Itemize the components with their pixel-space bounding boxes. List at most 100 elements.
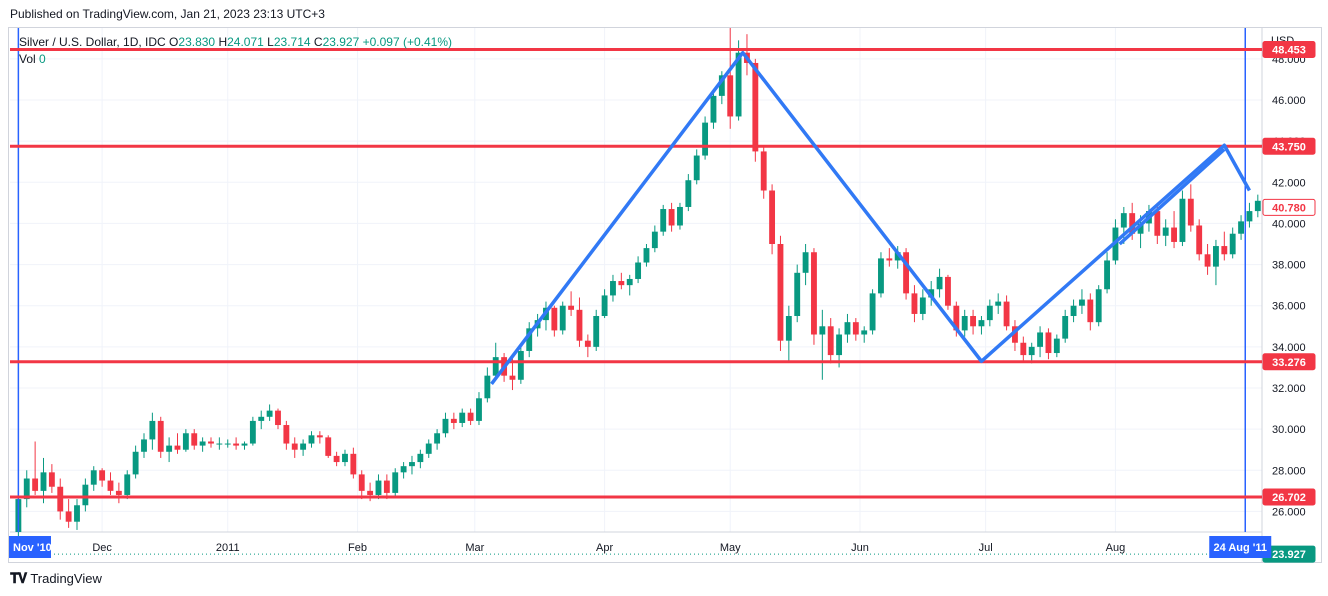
candle-body bbox=[316, 435, 323, 438]
candle-body bbox=[836, 334, 843, 356]
candle-body bbox=[1037, 332, 1044, 347]
candle-body bbox=[124, 474, 131, 495]
time-tick-label: Apr bbox=[596, 542, 613, 554]
candle-body bbox=[861, 330, 868, 335]
candle-body bbox=[74, 505, 80, 522]
candle-body bbox=[300, 443, 307, 450]
candle-body bbox=[442, 418, 449, 434]
candle-body bbox=[794, 272, 801, 316]
published-note: Published on TradingView.com, Jan 21, 20… bbox=[10, 7, 325, 21]
candle-body bbox=[249, 420, 256, 444]
candle-body bbox=[978, 320, 985, 327]
level-price-tag: 48.453 bbox=[1272, 45, 1306, 57]
candle-body bbox=[1053, 338, 1060, 354]
candle-body bbox=[1229, 233, 1236, 255]
low-value: 23.714 bbox=[273, 35, 311, 49]
candle-body bbox=[509, 375, 516, 380]
range-end-badge-bg bbox=[1209, 536, 1272, 558]
candle-body bbox=[693, 155, 700, 181]
pattern-trend-line bbox=[490, 50, 1251, 385]
candle-body bbox=[844, 322, 851, 335]
low-label: L bbox=[267, 35, 274, 49]
candle-body bbox=[32, 478, 39, 491]
candle-body bbox=[559, 305, 566, 331]
candle-body bbox=[903, 252, 910, 294]
candle-body bbox=[208, 441, 214, 444]
level-price-tag-bg bbox=[1262, 353, 1316, 371]
candle-body bbox=[241, 443, 248, 446]
candle-body bbox=[584, 340, 591, 347]
price-tick-label: 34.000 bbox=[1272, 342, 1306, 354]
range-start-badge: Nov '10 bbox=[13, 542, 52, 554]
candle-body bbox=[1238, 221, 1244, 234]
tradingview-logo-icon: 𝐓𝐕 bbox=[10, 570, 27, 586]
candle-body bbox=[258, 416, 265, 421]
level-price-tag: 33.276 bbox=[1272, 357, 1306, 369]
candle-body bbox=[710, 95, 717, 123]
candle-body bbox=[1154, 211, 1161, 236]
candle-body bbox=[1120, 213, 1127, 228]
candle-body bbox=[383, 480, 390, 493]
candle-body bbox=[945, 276, 951, 306]
candle-body bbox=[760, 151, 767, 191]
candle-body bbox=[82, 484, 89, 506]
candle-body bbox=[827, 326, 834, 356]
candle-body bbox=[1104, 260, 1111, 290]
candle-body bbox=[157, 420, 164, 452]
candle-body bbox=[769, 190, 776, 244]
candle-body bbox=[141, 439, 147, 452]
candle-body bbox=[811, 252, 817, 335]
candle-body bbox=[400, 466, 407, 473]
candle-body bbox=[283, 425, 290, 444]
high-label: H bbox=[218, 35, 228, 49]
tradingview-logo-text: TradingView bbox=[30, 571, 102, 586]
candle-body bbox=[819, 326, 826, 335]
candle-body bbox=[593, 316, 600, 347]
candle-body bbox=[1062, 316, 1069, 339]
candle-body bbox=[40, 472, 47, 491]
candle-body bbox=[551, 307, 558, 331]
candle-body bbox=[802, 252, 809, 273]
candle-body bbox=[484, 375, 491, 399]
candle-body bbox=[702, 122, 709, 156]
high-value: 24.071 bbox=[227, 35, 264, 49]
candle-body bbox=[1187, 198, 1194, 226]
open-label: O bbox=[169, 35, 179, 49]
chart-frame[interactable] bbox=[8, 27, 1322, 563]
level-price-tag: 43.750 bbox=[1272, 141, 1306, 153]
time-tick-label: Mar bbox=[465, 542, 484, 554]
volume-row: Vol 0 bbox=[19, 51, 452, 68]
candle-body bbox=[224, 443, 231, 445]
candle-body bbox=[450, 418, 457, 423]
candle-body bbox=[970, 316, 977, 327]
candle-body bbox=[149, 420, 156, 440]
close-value: 23.927 bbox=[322, 35, 360, 49]
candle-body bbox=[57, 486, 64, 512]
candle-body bbox=[660, 209, 667, 232]
candle-body bbox=[1020, 342, 1027, 356]
candle-body bbox=[752, 62, 759, 152]
price-tick-label: 30.000 bbox=[1272, 424, 1306, 436]
candle-body bbox=[417, 453, 424, 463]
tradingview-logo[interactable]: 𝐓𝐕 TradingView bbox=[10, 570, 102, 587]
candle-body bbox=[677, 206, 683, 226]
time-tick-label: Jul bbox=[979, 542, 993, 554]
candle-body bbox=[350, 453, 357, 475]
candle-body bbox=[526, 328, 533, 351]
candle-body bbox=[65, 511, 72, 522]
pattern-neckline bbox=[1118, 148, 1226, 246]
candle-body bbox=[1095, 289, 1102, 323]
candle-body bbox=[727, 75, 734, 117]
candle-body bbox=[852, 322, 859, 335]
candle-body bbox=[777, 244, 784, 341]
candle-body bbox=[23, 478, 30, 500]
candle-body bbox=[467, 412, 474, 421]
candle-body bbox=[291, 443, 298, 450]
price-tick-label: 28.000 bbox=[1272, 465, 1306, 477]
range-end-badge: 24 Aug '11 bbox=[1213, 542, 1267, 554]
time-tick-label: 2011 bbox=[216, 542, 240, 554]
candle-body bbox=[735, 52, 742, 117]
candle-body bbox=[643, 248, 650, 263]
candle-body bbox=[1087, 299, 1094, 323]
